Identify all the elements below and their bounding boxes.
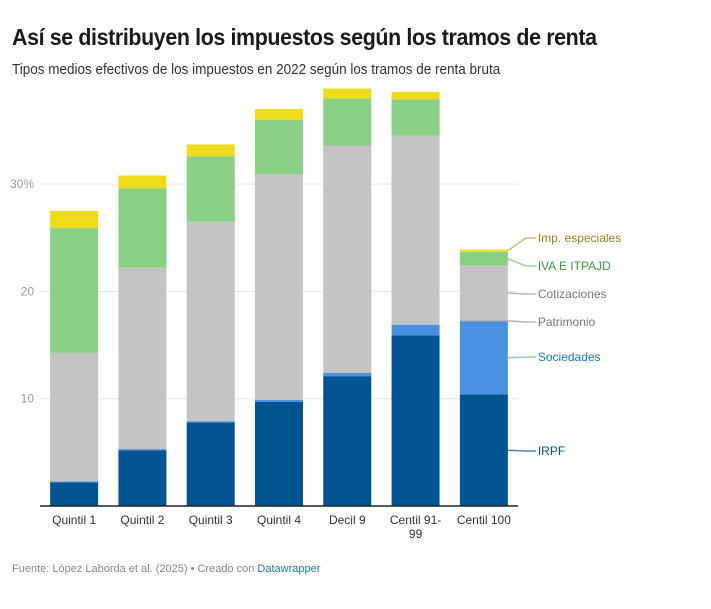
bar-segment-cotizaciones bbox=[186, 221, 235, 422]
bar-segment-imp-especiales bbox=[255, 108, 303, 120]
bar-segment-imp-especiales bbox=[391, 91, 440, 100]
x-tick-label: Centil 100 bbox=[457, 513, 511, 527]
bar-segment-sociedades bbox=[255, 399, 303, 402]
bar-segment-cotizaciones bbox=[255, 174, 303, 400]
datawrapper-link[interactable]: Datawrapper bbox=[257, 563, 321, 575]
bar-segment-irpf bbox=[50, 482, 99, 506]
footer: Fuente: López Laborda et al. (2025) • Cr… bbox=[12, 563, 320, 575]
y-tick-label: 20 bbox=[21, 284, 35, 298]
series-label-patrimonio: Patrimonio bbox=[538, 315, 596, 329]
bar-segment-cotizaciones bbox=[391, 135, 440, 325]
bar-segment-sociedades bbox=[118, 449, 167, 451]
bar-segment-iva-e-itpajd bbox=[459, 251, 508, 266]
bar-segment-sociedades bbox=[186, 421, 235, 423]
x-tick-label: 99 bbox=[409, 527, 423, 541]
x-tick-label: Decil 9 bbox=[329, 513, 366, 527]
series-label-iva-e-itpajd: IVA E ITPAJD bbox=[538, 259, 611, 273]
label-connector bbox=[507, 237, 536, 252]
bar-segment-iva-e-itpajd bbox=[50, 228, 99, 353]
x-tick-label: Quintil 3 bbox=[189, 513, 233, 527]
bar-segment-cotizaciones bbox=[118, 267, 167, 450]
series-label-sociedades: Sociedades bbox=[538, 350, 601, 364]
x-tick-label: Centil 91- bbox=[390, 513, 441, 527]
bar-segment-sociedades bbox=[50, 481, 99, 483]
bar-segment-irpf bbox=[118, 450, 167, 506]
source-note: Fuente: López Laborda et al. (2025) • Cr… bbox=[12, 563, 258, 575]
chart-subtitle: Tipos medios efectivos de los impuestos … bbox=[12, 62, 501, 78]
bar-segment-iva-e-itpajd bbox=[118, 188, 167, 268]
bar-segment-imp-especiales bbox=[323, 88, 372, 99]
bar-segment-cotizaciones bbox=[323, 145, 372, 373]
bar-segment-cotizaciones bbox=[459, 265, 508, 321]
y-tick-label: 30% bbox=[10, 177, 34, 191]
x-tick-label: Quintil 2 bbox=[120, 513, 164, 527]
bar-segment-cotizaciones bbox=[50, 352, 99, 482]
label-connector bbox=[507, 292, 536, 295]
bar-segment-irpf bbox=[186, 422, 235, 506]
bar-segment-sociedades bbox=[459, 321, 508, 395]
label-connector bbox=[507, 356, 536, 359]
bar-segment-irpf bbox=[255, 401, 303, 506]
series-label-cotizaciones: Cotizaciones bbox=[538, 287, 607, 301]
series-label-imp-especiales: Imp. especiales bbox=[538, 231, 621, 245]
series-label-irpf: IRPF bbox=[538, 444, 565, 458]
bar-segment-iva-e-itpajd bbox=[186, 156, 235, 222]
bar-segment-irpf bbox=[323, 376, 372, 506]
y-tick-label: 10 bbox=[21, 392, 35, 406]
bar-segment-iva-e-itpajd bbox=[391, 99, 440, 136]
bar-segment-irpf bbox=[391, 335, 440, 506]
bar-segment-patrimonio bbox=[459, 320, 508, 322]
bar-segment-imp-especiales bbox=[186, 144, 235, 157]
bar-segment-sociedades bbox=[391, 324, 440, 336]
label-connector bbox=[507, 320, 536, 323]
bar-segment-imp-especiales bbox=[118, 175, 167, 189]
chart-title: Así se distribuyen los impuestos según l… bbox=[12, 24, 597, 50]
bar-segment-irpf bbox=[459, 394, 508, 506]
x-tick-label: Quintil 1 bbox=[52, 513, 96, 527]
bar-segment-iva-e-itpajd bbox=[323, 98, 372, 146]
bar-segment-imp-especiales bbox=[459, 249, 508, 252]
bar-segment-iva-e-itpajd bbox=[255, 119, 303, 175]
bar-segment-sociedades bbox=[323, 372, 372, 377]
x-tick-label: Quintil 4 bbox=[257, 513, 301, 527]
bar-segment-imp-especiales bbox=[50, 210, 99, 229]
label-connector bbox=[507, 257, 536, 267]
label-connector bbox=[507, 449, 536, 452]
